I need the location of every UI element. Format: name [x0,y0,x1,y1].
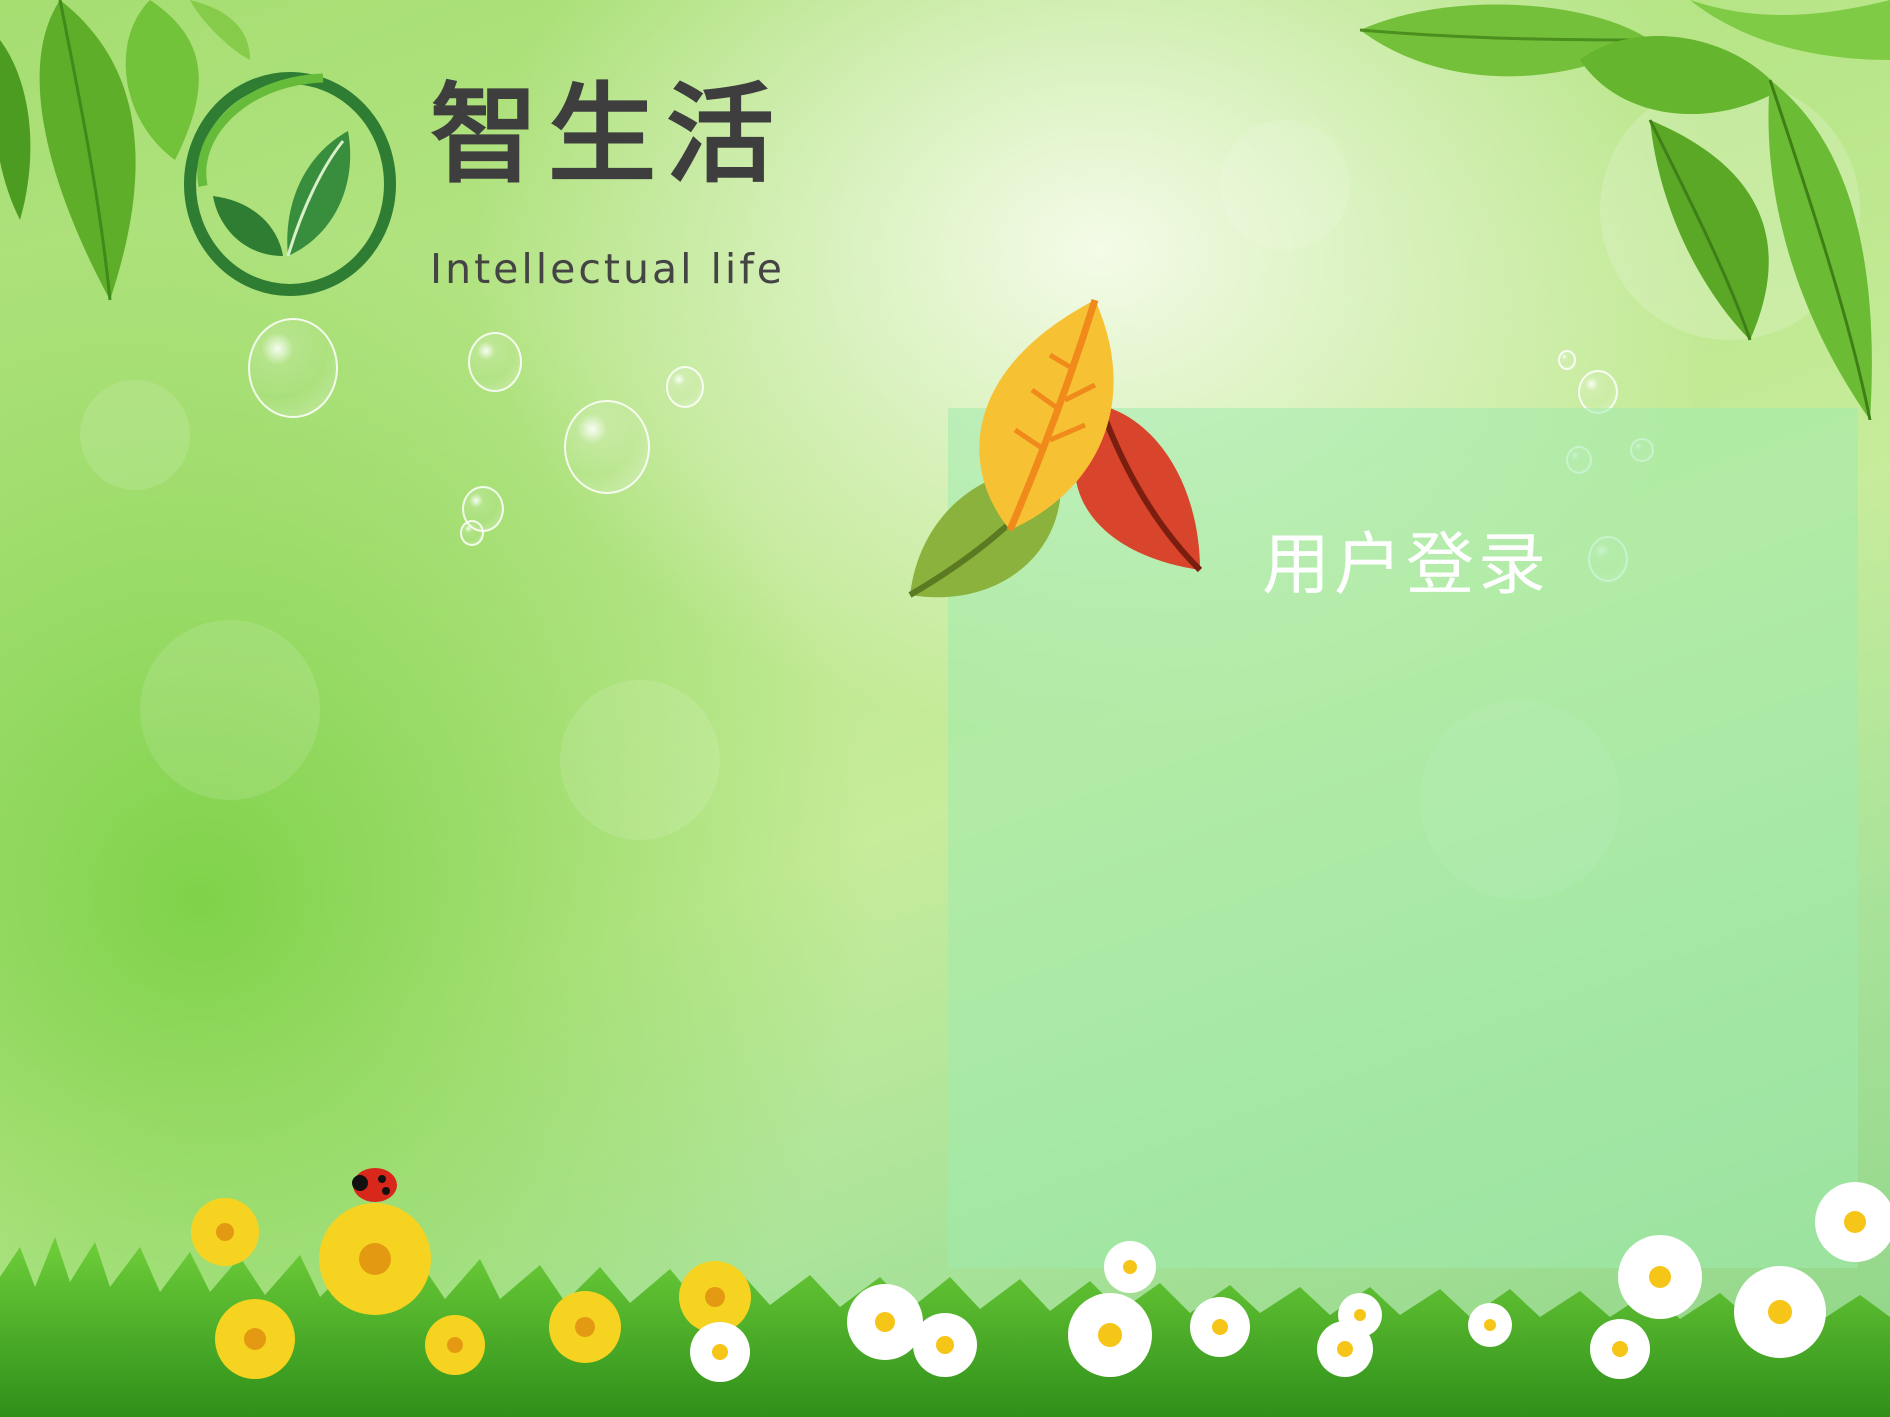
login-panel [948,408,1858,1268]
leaves-decoration-top-left [0,0,250,301]
bokeh-light [140,620,320,800]
bubble-decoration [248,318,338,418]
brand-title: 智生活 [430,73,785,198]
leaves-decoration-top-right [1359,0,1890,420]
bokeh-light [1220,120,1350,250]
bubble-decoration [666,366,704,408]
brand-subtitle: Intellectual life [430,245,785,293]
bubble-decoration [468,332,522,392]
bubble-decoration [1558,350,1576,370]
bokeh-light [560,680,720,840]
login-title: 用户登录 [1262,526,1551,605]
grass-flowers-decoration [0,1168,1890,1417]
bokeh-light [80,380,190,490]
bubble-decoration [564,400,650,494]
bubble-decoration [460,520,484,546]
three-leaves-icon [908,298,1203,598]
leaf-circle-logo-icon [184,72,396,296]
